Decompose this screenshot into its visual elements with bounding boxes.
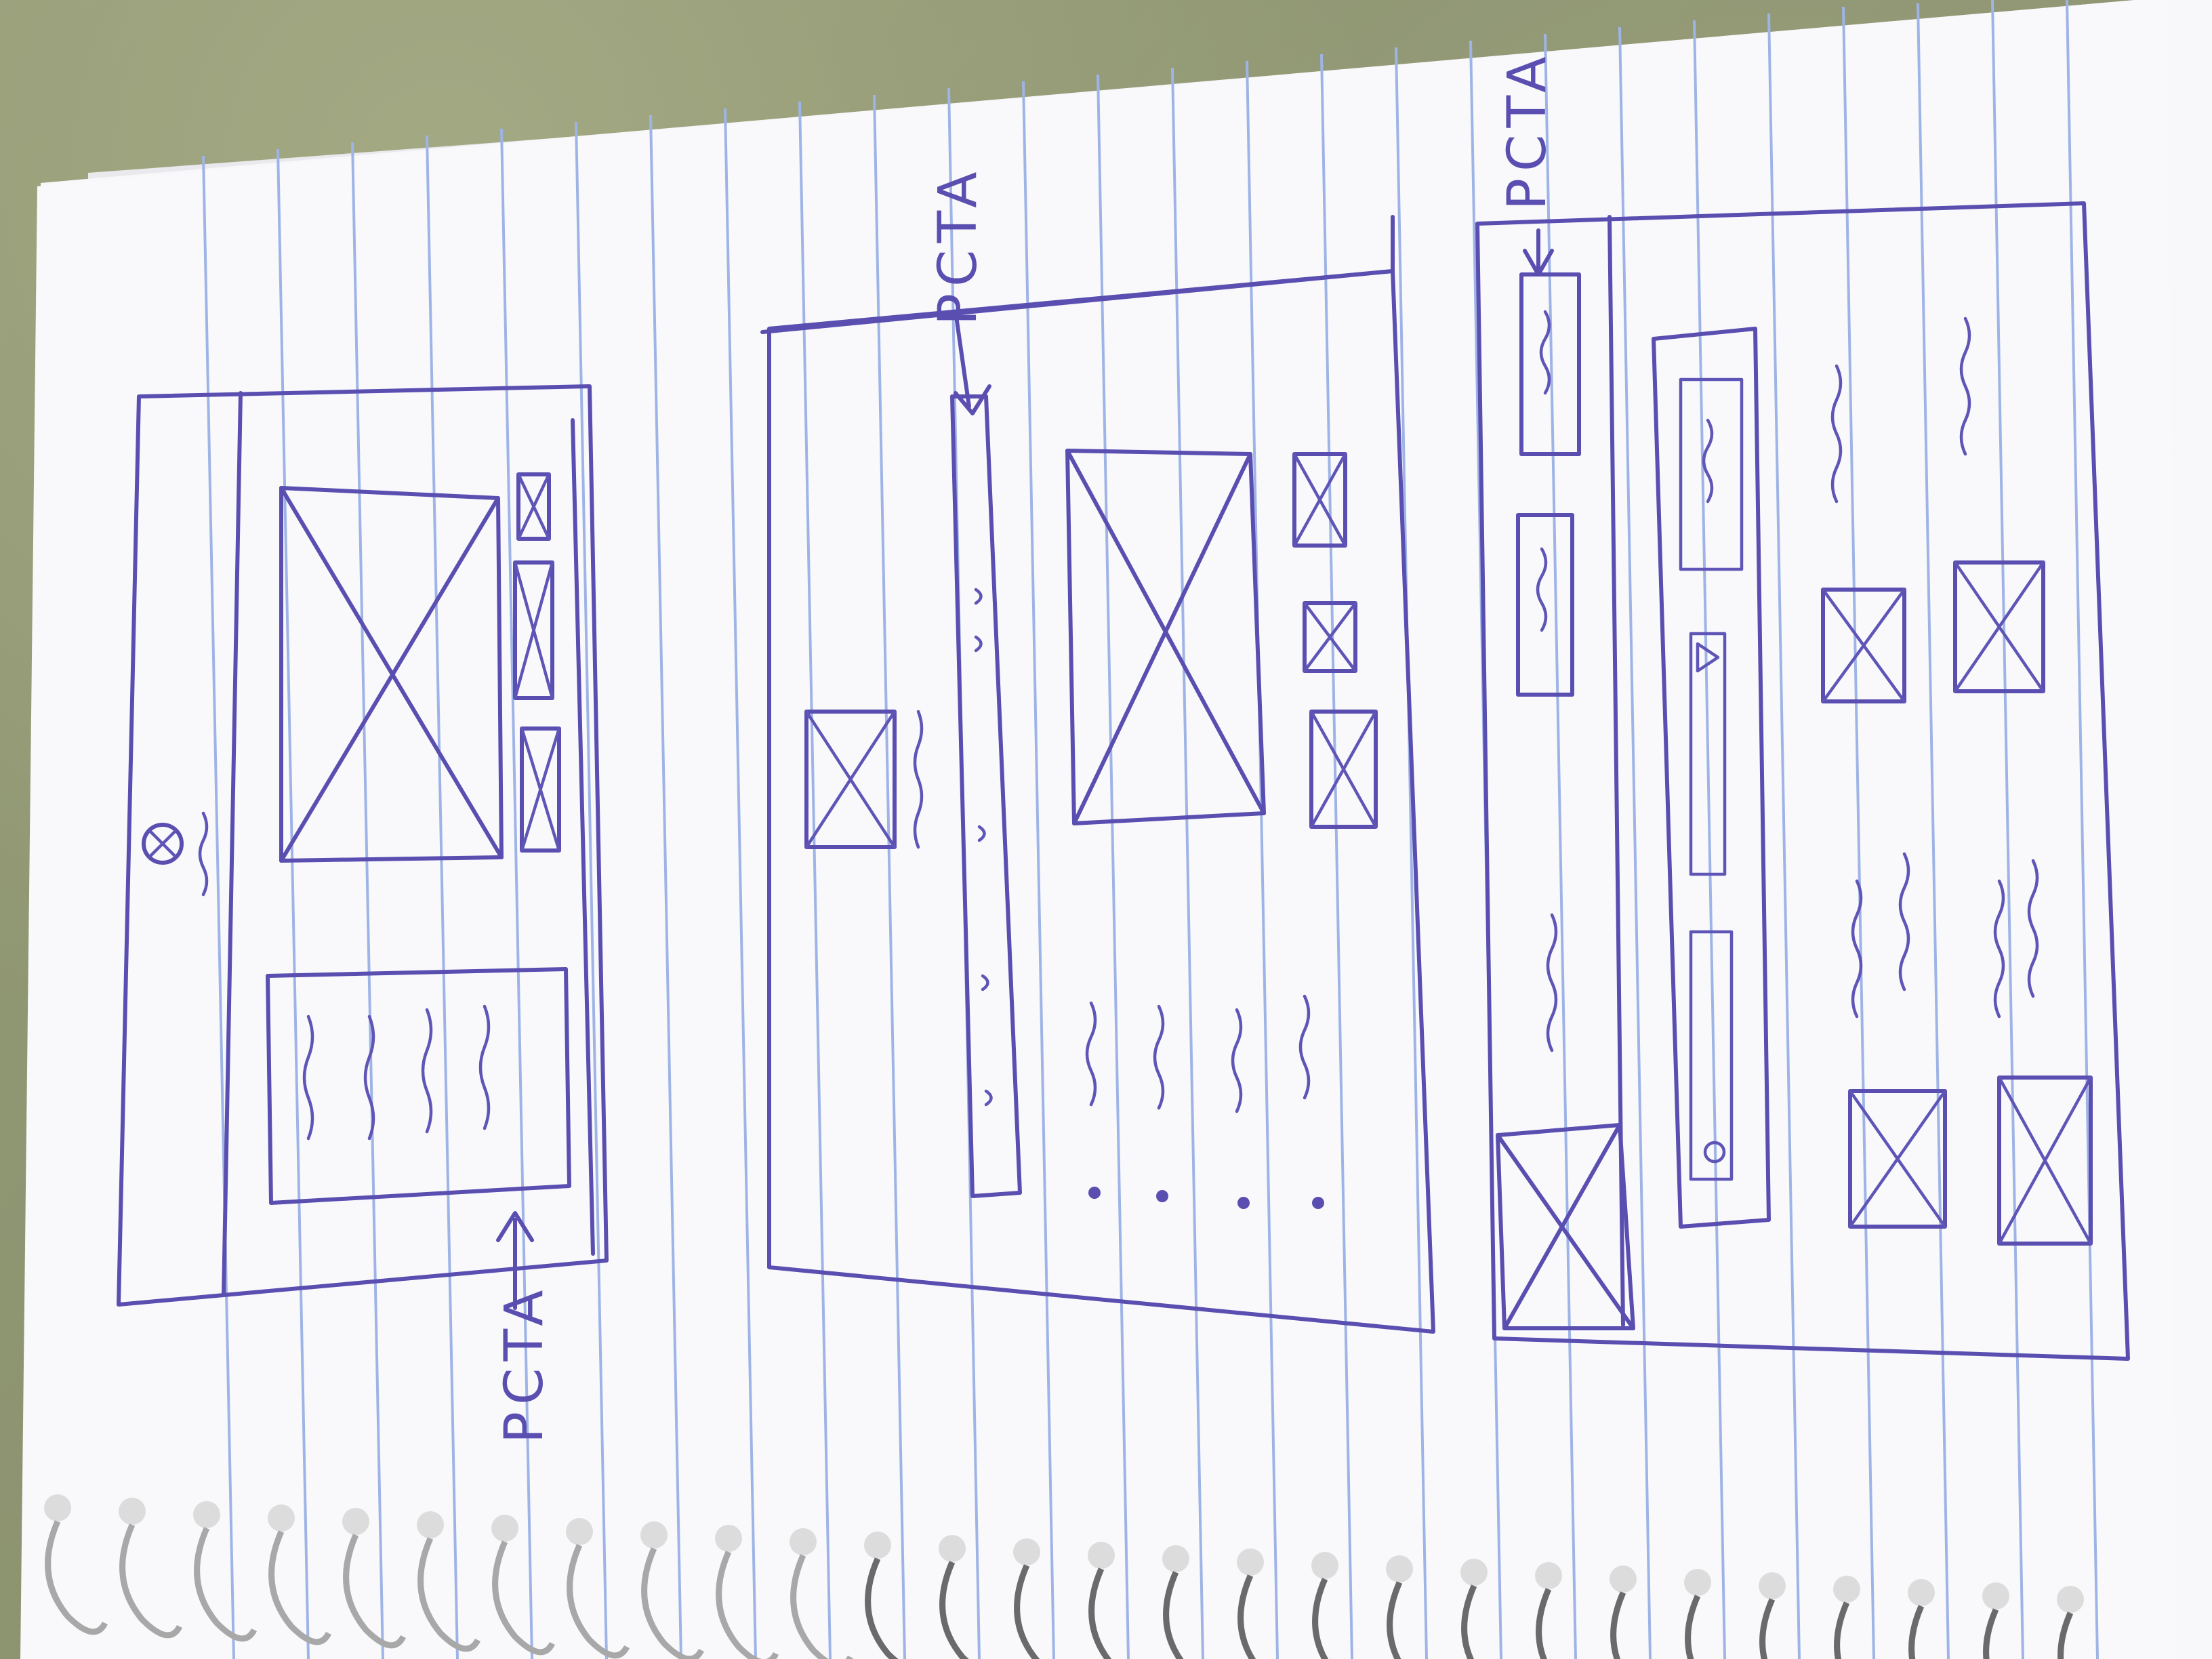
image-placeholder — [1848, 1089, 1947, 1229]
image-placeholder — [1997, 1076, 2093, 1246]
image-placeholder — [804, 710, 897, 849]
pcta-label: PCTA — [928, 165, 989, 325]
thumbnail-placeholder — [520, 726, 561, 853]
thumbnail-placeholder — [516, 472, 551, 541]
thumbnail-placeholder — [1303, 601, 1357, 673]
wireframe-1 — [117, 384, 609, 1310]
dropdown-field — [1689, 632, 1727, 876]
image-placeholder — [1821, 588, 1906, 703]
search-icon — [1703, 1141, 1726, 1164]
search-bar — [950, 394, 1022, 1198]
chevron-down-icon — [1696, 642, 1720, 673]
button-placeholder — [1519, 272, 1581, 456]
wireframe-3 — [1475, 201, 2130, 1361]
input-field — [1679, 377, 1744, 571]
logo-icon — [142, 823, 184, 865]
search-input — [1689, 930, 1734, 1181]
thumbnail-placeholder — [1309, 710, 1378, 829]
pcta-label: PCTA — [1497, 50, 1558, 210]
button-placeholder — [1516, 513, 1574, 697]
text-block — [266, 967, 571, 1205]
thumbnail-placeholder — [513, 560, 554, 700]
pcta-label: PCTA — [494, 1284, 555, 1443]
wireframe-2 — [760, 215, 1435, 1334]
thumbnail-placeholder — [1292, 452, 1347, 548]
image-placeholder — [1953, 560, 2045, 693]
form-panel — [1652, 327, 1771, 1229]
spiral-binding — [44, 1494, 2084, 1659]
